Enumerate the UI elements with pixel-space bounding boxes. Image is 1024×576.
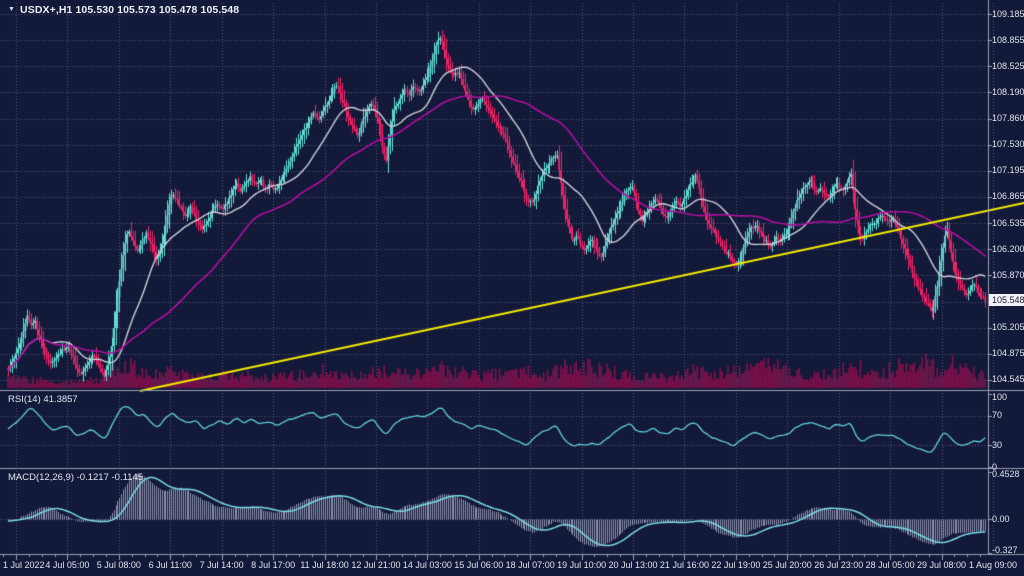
trading-chart-window: ▼ USDX+,H1 105.530 105.573 105.478 105.5… bbox=[0, 0, 1024, 576]
chart-canvas[interactable] bbox=[0, 0, 1024, 576]
